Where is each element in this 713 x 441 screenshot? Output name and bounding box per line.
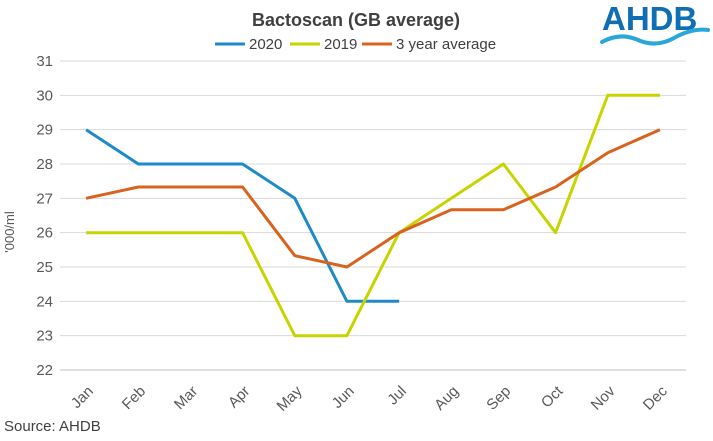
grid: [60, 60, 686, 371]
legend-item: 2020: [215, 36, 282, 53]
x-tick-label: Apr: [225, 383, 254, 412]
ahdb-logo: AHDB: [598, 0, 710, 52]
y-tick-label: 31: [36, 53, 53, 70]
y-tick-label: 27: [36, 190, 53, 207]
x-axis-ticks: Jan Feb Mar Apr May Jun Jul Aug Sep Oct Nov Dec: [68, 382, 671, 415]
y-axis-ticks: 22 23 24 25 26 27 28 29 30 31: [36, 53, 53, 379]
logo-wave-icon: [600, 27, 710, 46]
x-tick-label: Dec: [640, 382, 671, 413]
series-lines: [85, 93, 661, 338]
source-note: Source: AHDB: [4, 418, 101, 435]
x-tick-label: Sep: [483, 383, 514, 414]
series-line-2020: [85, 128, 400, 303]
y-tick-label: 22: [36, 362, 53, 379]
logo-text: AHDB: [602, 0, 697, 37]
x-tick-label: Mar: [171, 383, 201, 413]
series-line-3-year-average: [85, 128, 661, 269]
y-tick-label: 28: [36, 156, 53, 173]
y-tick-label: 23: [36, 328, 53, 345]
legend-label: 2019: [324, 36, 357, 53]
chart-title: Bactoscan (GB average): [252, 10, 460, 30]
legend-label: 2020: [249, 36, 282, 53]
legend-label: 3 year average: [396, 36, 496, 53]
y-tick-label: 24: [36, 293, 53, 310]
y-axis-label: '000/ml: [2, 211, 17, 253]
x-tick-label: Aug: [431, 383, 462, 414]
x-tick-label: Jun: [329, 383, 358, 412]
x-tick-label: Jul: [384, 383, 410, 409]
legend-item: 2019: [290, 36, 357, 53]
x-tick-label: May: [274, 382, 306, 414]
x-tick-label: Feb: [119, 383, 149, 413]
y-tick-label: 26: [36, 225, 53, 242]
legend-item: 3 year average: [362, 36, 496, 53]
x-tick-label: Nov: [588, 382, 619, 413]
y-tick-label: 29: [36, 122, 53, 139]
series-line-2019: [86, 93, 660, 338]
x-tick-label: Jan: [68, 383, 97, 412]
legend: 2020 2019 3 year average: [215, 36, 496, 53]
x-tick-label: Oct: [538, 382, 567, 411]
y-tick-label: 30: [36, 87, 53, 104]
y-tick-label: 25: [36, 259, 53, 276]
